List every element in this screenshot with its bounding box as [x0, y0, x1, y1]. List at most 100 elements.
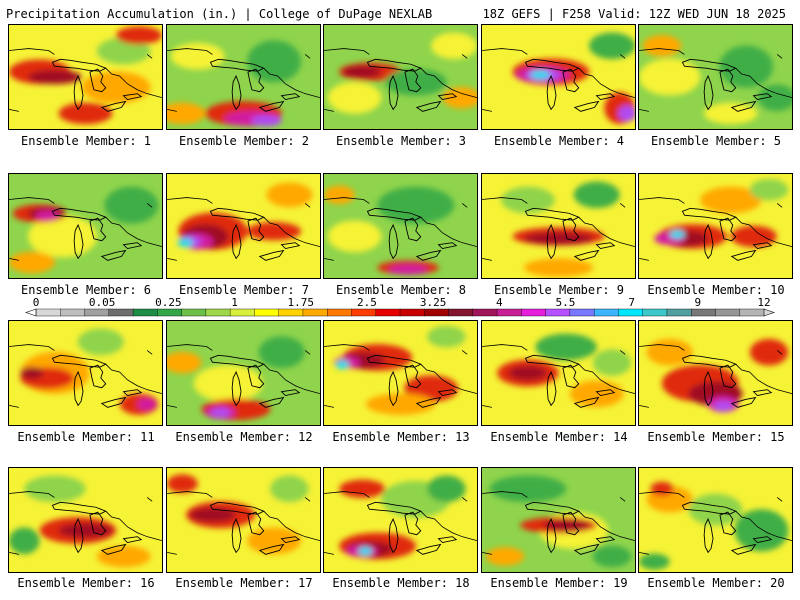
colorbar-tick-label: 5.5 [555, 296, 576, 309]
precip-blob [669, 229, 686, 239]
precip-blob [485, 547, 525, 566]
precip-field [167, 25, 320, 129]
precip-field [639, 468, 792, 572]
ensemble-map-20 [638, 467, 793, 573]
border-lines [482, 48, 635, 112]
precip-blob [335, 360, 350, 370]
precip-field [482, 468, 635, 572]
precip-blob [388, 264, 428, 275]
great-lakes-outline [681, 501, 773, 555]
border-lines [639, 197, 792, 261]
precip-blob [9, 251, 56, 274]
precip-field [639, 174, 792, 278]
great-lakes-outline [366, 354, 458, 408]
precip-blob [115, 26, 162, 45]
ensemble-map-9 [481, 173, 636, 279]
precip-blob [703, 102, 758, 125]
precip-blob [734, 509, 789, 552]
precip-blob [508, 365, 548, 381]
border-lines [9, 344, 162, 408]
colorbar-tick-label: 9 [694, 296, 702, 309]
colorbar-tick-label: 0.05 [88, 296, 116, 309]
colorbar-swatch [254, 308, 280, 317]
precip-blob [618, 105, 635, 122]
precip-blob [588, 32, 635, 60]
ensemble-member-label: Ensemble Member: 8 [335, 283, 467, 297]
run-info: 18Z GEFS | F258 Valid: 12Z WED JUN 18 20… [482, 7, 786, 21]
precip-blob [104, 186, 159, 224]
precip-blob [377, 186, 455, 224]
great-lakes-outline [524, 354, 616, 408]
border-lines [324, 197, 477, 261]
precip-blob [266, 182, 313, 208]
colorbar-swatch [448, 308, 474, 317]
colorbar-swatch [691, 308, 717, 317]
precip-blob [535, 333, 597, 361]
colorbar-swatch [472, 308, 498, 317]
precip-blob [757, 84, 792, 112]
colorbar-swatch [35, 308, 61, 317]
precip-blob [442, 87, 477, 109]
colorbar-swatch [521, 308, 547, 317]
precip-blob [530, 70, 551, 80]
border-lines [482, 344, 635, 408]
precip-blob [639, 58, 701, 96]
precip-blob [427, 325, 466, 348]
colorbar-swatch [715, 308, 741, 317]
ensemble-member-label: Ensemble Member: 16 [17, 576, 155, 590]
colorbar-swatch [327, 308, 353, 317]
precip-blob [523, 258, 594, 277]
colorbar-tick-label: 1 [231, 296, 238, 309]
precip-field [324, 468, 477, 572]
ensemble-map-11 [8, 320, 163, 426]
precip-blob [193, 364, 263, 402]
great-lakes-outline [366, 501, 458, 555]
colorbar-tick-label: 2.5 [356, 296, 377, 309]
colorbar-swatch [351, 308, 377, 317]
colorbar-swatch [618, 308, 644, 317]
precip-field [482, 25, 635, 129]
precip-blob [77, 328, 124, 356]
colorbar-swatch [569, 308, 595, 317]
colorbar-swatch [278, 308, 304, 317]
ensemble-map-19 [481, 467, 636, 573]
ensemble-member-label: Ensemble Member: 10 [647, 283, 785, 297]
precip-field [9, 25, 162, 129]
colorbar-tick-label: 1.75 [287, 296, 314, 309]
colorbar-swatch [496, 308, 523, 317]
colorbar-swatch [84, 308, 110, 317]
border-lines [324, 491, 477, 555]
precip-blob [592, 349, 632, 376]
ensemble-member-label: Ensemble Member: 19 [490, 576, 628, 590]
precip-blob [489, 475, 567, 503]
precip-blob [270, 475, 309, 503]
ensemble-map-3 [323, 24, 478, 130]
border-lines [324, 48, 477, 112]
ensemble-map-12 [166, 320, 321, 426]
colorbar-swatch [302, 308, 328, 317]
great-lakes-outline [681, 207, 773, 261]
great-lakes-outline [51, 501, 143, 555]
page-title: Precipitation Accumulation (in.) | Colle… [6, 7, 433, 21]
border-lines [167, 344, 320, 408]
ensemble-member-label: Ensemble Member: 6 [20, 283, 152, 297]
ensemble-member-label: Ensemble Member: 13 [332, 430, 470, 444]
great-lakes-outline [524, 501, 616, 555]
border-lines [482, 491, 635, 555]
colorbar-swatch [642, 308, 668, 317]
precip-blob [20, 366, 44, 380]
colorbar-tick-label: 0 [32, 296, 40, 309]
ensemble-member-label: Ensemble Member: 15 [647, 430, 785, 444]
colorbar-swatch [181, 308, 207, 317]
precip-blob [358, 546, 373, 556]
great-lakes-outline [524, 58, 616, 112]
border-lines [639, 491, 792, 555]
precip-blob [650, 481, 674, 496]
precip-blob [339, 479, 386, 498]
precip-field [9, 174, 162, 278]
border-lines [639, 48, 792, 112]
precip-blob [688, 493, 743, 526]
precip-blob [749, 338, 789, 366]
precip-blob [365, 393, 436, 415]
precip-blob [327, 220, 382, 253]
